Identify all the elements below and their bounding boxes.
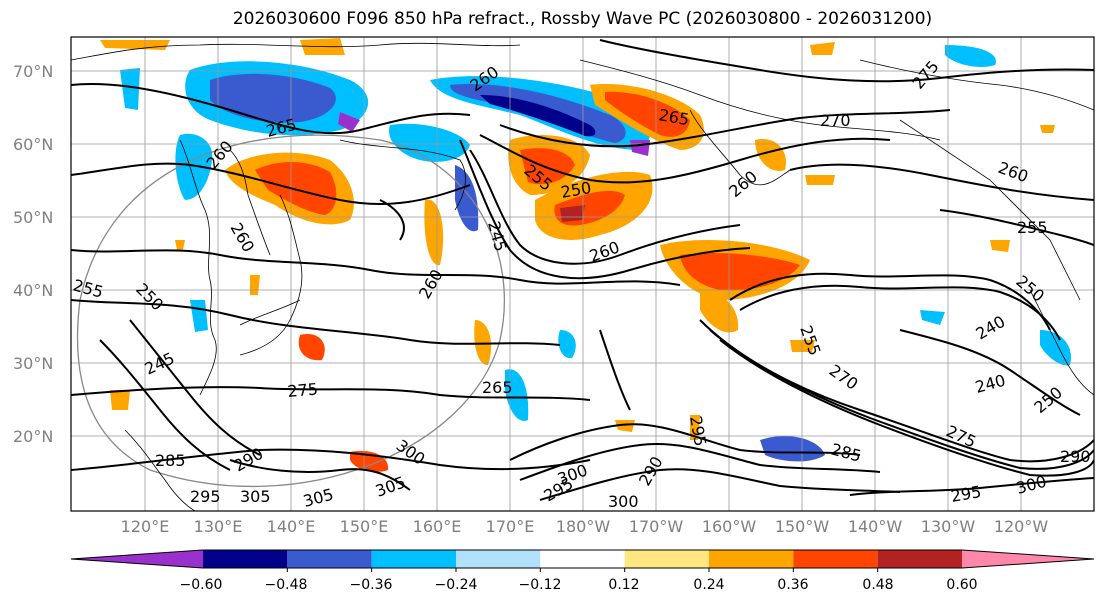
lat-label-20n: 20°N	[13, 427, 54, 446]
contour-label: 270	[820, 111, 851, 130]
colorbar-tick-label: −0.12	[518, 577, 562, 593]
contour-label: 275	[287, 379, 319, 401]
lon-label-180w: 180°W	[555, 517, 611, 536]
lon-label-140e: 140°E	[266, 517, 316, 536]
rossby-wave-shading	[100, 38, 1071, 472]
lon-label-130e: 130°E	[193, 517, 243, 536]
lat-label-70n: 70°N	[13, 62, 54, 81]
colorbar-segment	[877, 550, 962, 568]
contour-label: 285	[155, 451, 186, 470]
lon-label-150w: 150°W	[774, 517, 830, 536]
colorbar-outline	[70, 549, 1095, 569]
contour-label: 300	[608, 492, 639, 511]
lat-label-40n: 40°N	[13, 281, 54, 300]
colorbar-segment	[624, 550, 709, 568]
great-circle-arc	[76, 134, 505, 488]
lon-label-120w: 120°W	[993, 517, 1049, 536]
lon-label-150e: 150°E	[339, 517, 389, 536]
colorbar-extend-high	[962, 550, 1094, 568]
colorbar-tick-label: 0.12	[608, 577, 640, 593]
map-title: 2026030600 F096 850 hPa refract., Rossby…	[232, 9, 933, 29]
lat-label-60n: 60°N	[13, 135, 54, 154]
contour-label: 290	[1060, 447, 1091, 466]
refractivity-contours	[71, 39, 1094, 501]
lon-label-170e: 170°E	[485, 517, 535, 536]
colorbar-tick-label: 0.60	[946, 577, 978, 593]
contour-label: 295	[190, 487, 221, 506]
lon-label-140w: 140°W	[847, 517, 903, 536]
lat-label-30n: 30°N	[13, 354, 54, 373]
lon-label-160e: 160°E	[412, 517, 462, 536]
colorbar-segment	[709, 550, 794, 568]
lon-label-170w: 170°W	[628, 517, 684, 536]
colorbar-tick-label: −0.48	[264, 577, 308, 593]
graticule	[71, 37, 1094, 511]
colorbar-tick-label: 0.48	[862, 577, 894, 593]
lon-label-120e: 120°E	[120, 517, 170, 536]
colorbar-tick-label: −0.24	[434, 577, 478, 593]
colorbar-extend-low	[71, 550, 203, 568]
lon-label-130w: 130°W	[920, 517, 976, 536]
colorbar-segment	[793, 550, 878, 568]
colorbar-tick-label: 0.24	[693, 577, 725, 593]
colorbar-tick-label: −0.60	[179, 577, 223, 593]
coastlines	[71, 42, 1094, 511]
colorbar-segment	[203, 550, 288, 568]
lon-label-160w: 160°W	[701, 517, 757, 536]
colorbar-tick-label: 0.36	[777, 577, 809, 593]
colorbar-tick-label: −0.36	[349, 577, 393, 593]
colorbar-segment	[371, 550, 456, 568]
colorbar-segment	[540, 550, 625, 568]
contour-label: 265	[482, 378, 513, 397]
map-frame	[70, 36, 1095, 512]
lat-label-50n: 50°N	[13, 208, 54, 227]
colorbar-segment	[456, 550, 541, 568]
contour-label: 255	[1017, 218, 1048, 237]
contour-label: 305	[240, 487, 271, 506]
colorbar-segment	[287, 550, 372, 568]
